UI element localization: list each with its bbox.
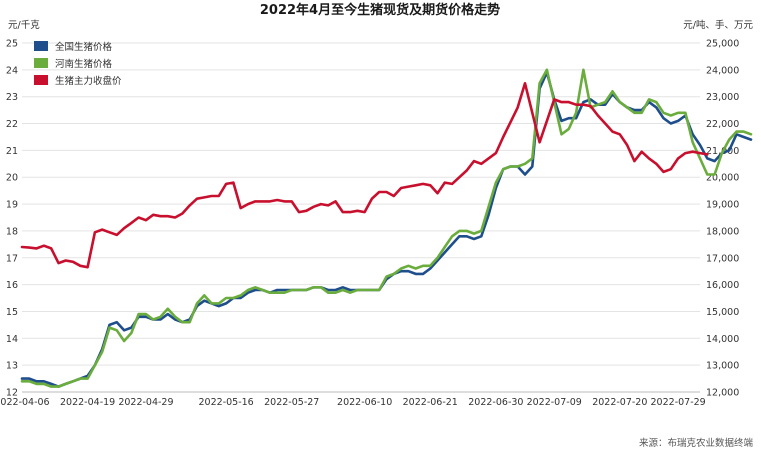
y-left-tick-label: 23 bbox=[6, 92, 18, 103]
y-right-unit: 元/吨、手、万元 bbox=[683, 19, 753, 31]
legend: 全国生猪价格 河南生猪价格 生猪主力收盘价 bbox=[34, 41, 122, 87]
x-tick-label: 2022-04-29 bbox=[118, 397, 173, 408]
y-left-tick-label: 22 bbox=[6, 119, 18, 130]
x-tick-label: 2022-07-20 bbox=[592, 397, 647, 408]
series-line-1 bbox=[20, 68, 753, 388]
legend-swatch-futures bbox=[34, 75, 48, 85]
legend-swatch-national bbox=[34, 41, 48, 51]
legend-label-national: 全国生猪价格 bbox=[55, 41, 113, 53]
y-left-tick-label: 16 bbox=[6, 280, 18, 291]
y-left-tick-label: 20 bbox=[6, 173, 18, 184]
y-left-tick-label: 19 bbox=[6, 200, 18, 211]
y-right-tick-label: 22,000 bbox=[706, 119, 739, 130]
y-left-tick-label: 12 bbox=[6, 388, 18, 399]
legend-label-futures: 生猪主力收盘价 bbox=[55, 75, 122, 87]
y-right-tick-label: 19,000 bbox=[706, 200, 739, 211]
grid-lines bbox=[22, 42, 700, 393]
y-left-tick-label: 21 bbox=[6, 146, 18, 157]
y-right-tick-label: 13,000 bbox=[706, 361, 739, 372]
series-line-0 bbox=[20, 71, 753, 388]
y-right-tick-label: 12,000 bbox=[706, 388, 739, 399]
y-left-tick-label: 14 bbox=[6, 334, 18, 345]
y-right-tick-label: 24,000 bbox=[706, 65, 739, 76]
y-right-tick-label: 14,000 bbox=[706, 334, 739, 345]
y-right-tick-label: 25,000 bbox=[706, 39, 739, 50]
x-tick-label: 2022-04-19 bbox=[60, 397, 115, 408]
series-line-2 bbox=[20, 82, 709, 269]
y-left-ticks: 12 13 14 15 16 17 18 19 20 21 22 23 24 25 bbox=[6, 39, 18, 399]
chart-title: 2022年4月至今生猪现货及期货价格走势 bbox=[260, 2, 500, 18]
y-right-tick-label: 20,000 bbox=[706, 173, 739, 184]
y-right-tick-label: 15,000 bbox=[706, 307, 739, 318]
legend-label-henan: 河南生猪价格 bbox=[55, 58, 113, 70]
y-left-tick-label: 15 bbox=[6, 307, 18, 318]
x-tick-label: 2022-04-06 bbox=[0, 397, 50, 408]
y-right-tick-label: 17,000 bbox=[706, 253, 739, 264]
x-tick-label: 2022-06-10 bbox=[337, 397, 392, 408]
x-tick-label: 2022-05-27 bbox=[264, 397, 319, 408]
y-left-tick-label: 18 bbox=[6, 226, 18, 237]
legend-swatch-henan bbox=[34, 58, 48, 68]
y-left-tick-label: 25 bbox=[6, 39, 18, 50]
y-right-tick-label: 16,000 bbox=[706, 280, 739, 291]
y-left-unit: 元/千克 bbox=[8, 20, 40, 31]
y-right-tick-label: 23,000 bbox=[706, 92, 739, 103]
source-note: 来源：布瑞克农业数据终端 bbox=[639, 437, 754, 449]
y-right-ticks: 12,000 13,000 14,000 15,000 16,000 17,000 18,0… bbox=[706, 39, 739, 399]
y-left-tick-label: 17 bbox=[6, 253, 18, 264]
x-tick-label: 2022-05-16 bbox=[199, 397, 254, 408]
y-right-tick-label: 18,000 bbox=[706, 226, 739, 237]
x-tick-label: 2022-06-21 bbox=[403, 397, 458, 408]
y-left-tick-label: 13 bbox=[6, 361, 18, 372]
x-tick-label: 2022-07-29 bbox=[651, 397, 706, 408]
x-tick-label: 2022-07-09 bbox=[527, 397, 582, 408]
y-left-tick-label: 24 bbox=[6, 65, 18, 76]
x-tick-label: 2022-06-30 bbox=[468, 397, 523, 408]
series-lines bbox=[20, 68, 753, 388]
